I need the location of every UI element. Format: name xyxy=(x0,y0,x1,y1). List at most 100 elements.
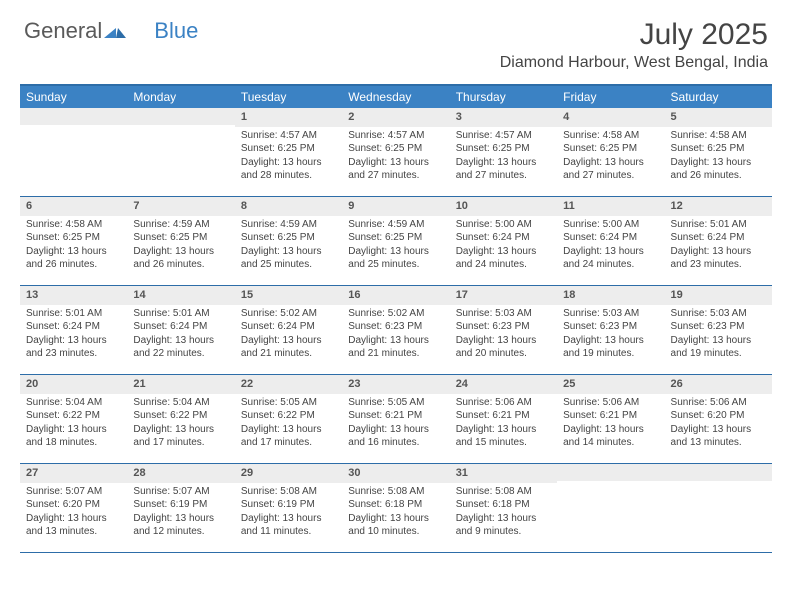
day-cell xyxy=(20,108,127,196)
daylight-text: Daylight: 13 hours and 23 minutes. xyxy=(26,334,121,361)
day-body: Sunrise: 5:07 AMSunset: 6:19 PMDaylight:… xyxy=(127,483,234,543)
day-cell: 6Sunrise: 4:58 AMSunset: 6:25 PMDaylight… xyxy=(20,197,127,285)
week-row: 27Sunrise: 5:07 AMSunset: 6:20 PMDayligh… xyxy=(20,464,772,553)
day-cell: 24Sunrise: 5:06 AMSunset: 6:21 PMDayligh… xyxy=(450,375,557,463)
day-number xyxy=(665,464,772,481)
sunset-text: Sunset: 6:25 PM xyxy=(456,142,551,156)
day-number xyxy=(557,464,664,481)
sunset-text: Sunset: 6:25 PM xyxy=(348,231,443,245)
sunset-text: Sunset: 6:24 PM xyxy=(241,320,336,334)
day-header-thu: Thursday xyxy=(450,86,557,108)
day-body: Sunrise: 4:58 AMSunset: 6:25 PMDaylight:… xyxy=(665,127,772,187)
sunset-text: Sunset: 6:23 PM xyxy=(671,320,766,334)
day-body: Sunrise: 5:03 AMSunset: 6:23 PMDaylight:… xyxy=(557,305,664,365)
day-header-fri: Friday xyxy=(557,86,664,108)
day-number: 14 xyxy=(127,286,234,305)
day-number: 19 xyxy=(665,286,772,305)
sunrise-text: Sunrise: 5:05 AM xyxy=(241,396,336,410)
week-row: 1Sunrise: 4:57 AMSunset: 6:25 PMDaylight… xyxy=(20,108,772,197)
sunset-text: Sunset: 6:25 PM xyxy=(671,142,766,156)
daylight-text: Daylight: 13 hours and 26 minutes. xyxy=(26,245,121,272)
sunset-text: Sunset: 6:20 PM xyxy=(26,498,121,512)
day-number: 30 xyxy=(342,464,449,483)
day-number: 9 xyxy=(342,197,449,216)
sunset-text: Sunset: 6:24 PM xyxy=(26,320,121,334)
sunset-text: Sunset: 6:20 PM xyxy=(671,409,766,423)
day-body: Sunrise: 5:02 AMSunset: 6:24 PMDaylight:… xyxy=(235,305,342,365)
sunset-text: Sunset: 6:24 PM xyxy=(671,231,766,245)
day-number: 10 xyxy=(450,197,557,216)
day-number xyxy=(20,108,127,125)
week-row: 6Sunrise: 4:58 AMSunset: 6:25 PMDaylight… xyxy=(20,197,772,286)
daylight-text: Daylight: 13 hours and 9 minutes. xyxy=(456,512,551,539)
day-cell: 12Sunrise: 5:01 AMSunset: 6:24 PMDayligh… xyxy=(665,197,772,285)
day-body: Sunrise: 5:06 AMSunset: 6:21 PMDaylight:… xyxy=(450,394,557,454)
daylight-text: Daylight: 13 hours and 11 minutes. xyxy=(241,512,336,539)
day-number: 27 xyxy=(20,464,127,483)
sunrise-text: Sunrise: 4:59 AM xyxy=(348,218,443,232)
day-body: Sunrise: 4:59 AMSunset: 6:25 PMDaylight:… xyxy=(342,216,449,276)
daylight-text: Daylight: 13 hours and 24 minutes. xyxy=(563,245,658,272)
sunrise-text: Sunrise: 4:57 AM xyxy=(456,129,551,143)
day-body: Sunrise: 4:57 AMSunset: 6:25 PMDaylight:… xyxy=(342,127,449,187)
logo-icon xyxy=(104,18,126,44)
day-body: Sunrise: 5:02 AMSunset: 6:23 PMDaylight:… xyxy=(342,305,449,365)
sunset-text: Sunset: 6:25 PM xyxy=(26,231,121,245)
sunrise-text: Sunrise: 5:01 AM xyxy=(133,307,228,321)
day-cell xyxy=(665,464,772,552)
sunset-text: Sunset: 6:25 PM xyxy=(348,142,443,156)
day-number: 6 xyxy=(20,197,127,216)
day-header-wed: Wednesday xyxy=(342,86,449,108)
day-body: Sunrise: 4:57 AMSunset: 6:25 PMDaylight:… xyxy=(235,127,342,187)
daylight-text: Daylight: 13 hours and 21 minutes. xyxy=(241,334,336,361)
sunset-text: Sunset: 6:22 PM xyxy=(26,409,121,423)
day-body: Sunrise: 5:08 AMSunset: 6:18 PMDaylight:… xyxy=(342,483,449,543)
day-body: Sunrise: 5:03 AMSunset: 6:23 PMDaylight:… xyxy=(450,305,557,365)
logo: General Blue xyxy=(24,18,198,44)
day-cell: 4Sunrise: 4:58 AMSunset: 6:25 PMDaylight… xyxy=(557,108,664,196)
day-cell: 23Sunrise: 5:05 AMSunset: 6:21 PMDayligh… xyxy=(342,375,449,463)
month-title: July 2025 xyxy=(500,18,768,52)
title-block: July 2025 Diamond Harbour, West Bengal, … xyxy=(500,18,768,72)
sunset-text: Sunset: 6:25 PM xyxy=(241,231,336,245)
day-number: 22 xyxy=(235,375,342,394)
day-body: Sunrise: 5:05 AMSunset: 6:22 PMDaylight:… xyxy=(235,394,342,454)
sunset-text: Sunset: 6:25 PM xyxy=(563,142,658,156)
day-cell: 18Sunrise: 5:03 AMSunset: 6:23 PMDayligh… xyxy=(557,286,664,374)
daylight-text: Daylight: 13 hours and 17 minutes. xyxy=(241,423,336,450)
day-cell: 3Sunrise: 4:57 AMSunset: 6:25 PMDaylight… xyxy=(450,108,557,196)
sunrise-text: Sunrise: 5:07 AM xyxy=(26,485,121,499)
day-number: 2 xyxy=(342,108,449,127)
sunrise-text: Sunrise: 5:07 AM xyxy=(133,485,228,499)
day-body: Sunrise: 5:06 AMSunset: 6:20 PMDaylight:… xyxy=(665,394,772,454)
day-cell: 15Sunrise: 5:02 AMSunset: 6:24 PMDayligh… xyxy=(235,286,342,374)
daylight-text: Daylight: 13 hours and 19 minutes. xyxy=(671,334,766,361)
sunrise-text: Sunrise: 4:57 AM xyxy=(348,129,443,143)
sunrise-text: Sunrise: 5:08 AM xyxy=(348,485,443,499)
day-cell: 22Sunrise: 5:05 AMSunset: 6:22 PMDayligh… xyxy=(235,375,342,463)
daylight-text: Daylight: 13 hours and 16 minutes. xyxy=(348,423,443,450)
sunrise-text: Sunrise: 5:00 AM xyxy=(456,218,551,232)
day-number: 5 xyxy=(665,108,772,127)
day-cell: 17Sunrise: 5:03 AMSunset: 6:23 PMDayligh… xyxy=(450,286,557,374)
sunset-text: Sunset: 6:22 PM xyxy=(133,409,228,423)
day-cell xyxy=(557,464,664,552)
daylight-text: Daylight: 13 hours and 21 minutes. xyxy=(348,334,443,361)
day-header-row: Sunday Monday Tuesday Wednesday Thursday… xyxy=(20,86,772,108)
day-number: 13 xyxy=(20,286,127,305)
day-cell: 13Sunrise: 5:01 AMSunset: 6:24 PMDayligh… xyxy=(20,286,127,374)
day-header-sat: Saturday xyxy=(665,86,772,108)
sunset-text: Sunset: 6:21 PM xyxy=(348,409,443,423)
sunset-text: Sunset: 6:23 PM xyxy=(348,320,443,334)
sunrise-text: Sunrise: 4:59 AM xyxy=(241,218,336,232)
sunrise-text: Sunrise: 4:58 AM xyxy=(563,129,658,143)
day-cell: 30Sunrise: 5:08 AMSunset: 6:18 PMDayligh… xyxy=(342,464,449,552)
sunset-text: Sunset: 6:18 PM xyxy=(456,498,551,512)
day-number: 28 xyxy=(127,464,234,483)
sunrise-text: Sunrise: 5:06 AM xyxy=(456,396,551,410)
day-cell: 21Sunrise: 5:04 AMSunset: 6:22 PMDayligh… xyxy=(127,375,234,463)
day-number: 15 xyxy=(235,286,342,305)
location-label: Diamond Harbour, West Bengal, India xyxy=(500,54,768,72)
sunrise-text: Sunrise: 5:01 AM xyxy=(671,218,766,232)
sunset-text: Sunset: 6:22 PM xyxy=(241,409,336,423)
